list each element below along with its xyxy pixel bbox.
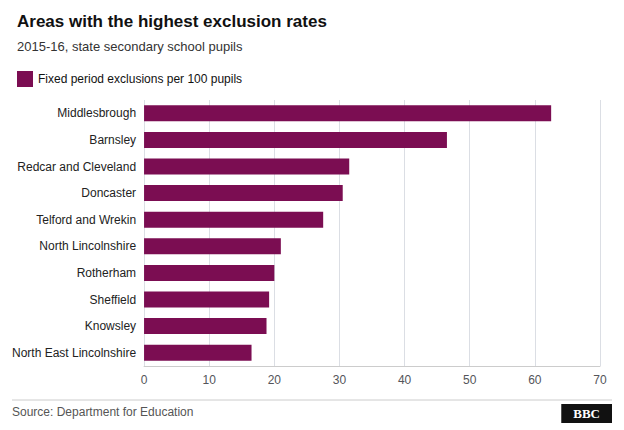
svg-text:Barnsley: Barnsley — [89, 133, 136, 147]
svg-text:Knowsley: Knowsley — [85, 319, 136, 333]
svg-text:50: 50 — [463, 373, 477, 387]
svg-text:Redcar and Cleveland: Redcar and Cleveland — [17, 160, 136, 174]
svg-text:0: 0 — [141, 373, 148, 387]
svg-text:Source: Department for Educati: Source: Department for Education — [12, 405, 193, 419]
svg-text:BBC: BBC — [573, 406, 600, 421]
svg-text:Rotherham: Rotherham — [77, 266, 136, 280]
svg-text:Areas with the highest exclusi: Areas with the highest exclusion rates — [17, 12, 327, 31]
svg-text:2015-16, state secondary schoo: 2015-16, state secondary school pupils — [17, 39, 243, 54]
svg-text:30: 30 — [333, 373, 347, 387]
svg-text:Sheffield: Sheffield — [90, 293, 136, 307]
svg-text:10: 10 — [203, 373, 217, 387]
svg-text:Doncaster: Doncaster — [81, 186, 136, 200]
svg-text:Telford and Wrekin: Telford and Wrekin — [36, 213, 136, 227]
svg-text:60: 60 — [528, 373, 542, 387]
svg-text:20: 20 — [268, 373, 282, 387]
svg-text:70: 70 — [593, 373, 607, 387]
svg-text:Middlesbrough: Middlesbrough — [57, 106, 136, 120]
svg-text:North East Lincolnshire: North East Lincolnshire — [12, 346, 136, 360]
svg-text:Fixed period exclusions per 10: Fixed period exclusions per 100 pupils — [38, 72, 242, 86]
svg-text:40: 40 — [398, 373, 412, 387]
svg-text:North Lincolnshire: North Lincolnshire — [39, 239, 136, 253]
